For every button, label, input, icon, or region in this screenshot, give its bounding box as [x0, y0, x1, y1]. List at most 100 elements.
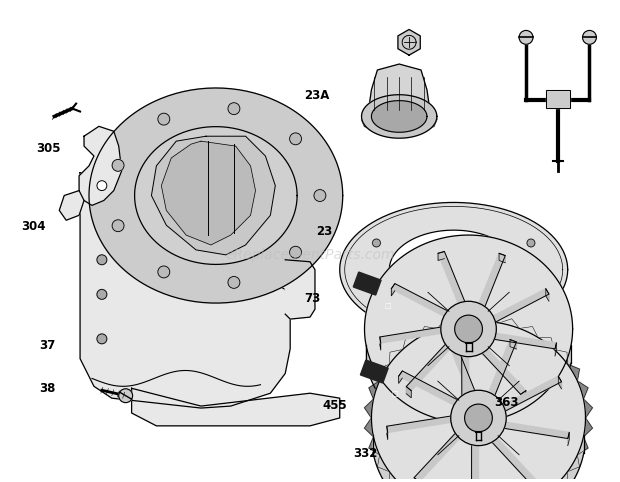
Polygon shape	[391, 283, 449, 317]
Bar	[353, 272, 381, 295]
Bar	[451, 324, 458, 331]
Bar	[446, 324, 453, 331]
Bar	[529, 299, 536, 306]
Bar	[529, 299, 536, 306]
Polygon shape	[577, 381, 588, 399]
Circle shape	[373, 239, 381, 247]
Polygon shape	[361, 64, 437, 136]
Circle shape	[112, 160, 124, 171]
Polygon shape	[406, 344, 451, 390]
Bar	[505, 313, 512, 320]
Polygon shape	[438, 252, 445, 260]
Polygon shape	[369, 437, 379, 455]
Polygon shape	[577, 437, 588, 455]
Polygon shape	[151, 136, 275, 255]
Polygon shape	[131, 388, 340, 426]
Bar	[478, 321, 485, 328]
Bar	[518, 307, 525, 314]
Polygon shape	[414, 432, 461, 482]
Bar	[438, 323, 445, 330]
Polygon shape	[493, 289, 549, 322]
Circle shape	[158, 113, 170, 125]
Circle shape	[464, 404, 492, 432]
Polygon shape	[419, 326, 438, 337]
Polygon shape	[406, 387, 411, 398]
Polygon shape	[60, 190, 84, 220]
Circle shape	[228, 277, 240, 288]
Bar	[468, 323, 475, 330]
Text: 38: 38	[40, 382, 56, 395]
Circle shape	[290, 133, 301, 145]
Bar	[478, 321, 485, 328]
Polygon shape	[398, 29, 420, 55]
Polygon shape	[521, 390, 526, 402]
Circle shape	[527, 293, 535, 300]
Polygon shape	[504, 422, 569, 439]
Bar	[465, 323, 472, 330]
Polygon shape	[554, 472, 567, 482]
Polygon shape	[502, 376, 562, 411]
Bar	[435, 323, 441, 330]
Polygon shape	[366, 345, 571, 441]
Bar	[443, 324, 450, 331]
Bar	[524, 303, 531, 310]
Circle shape	[454, 315, 482, 343]
Circle shape	[314, 189, 326, 201]
Polygon shape	[389, 230, 518, 309]
Polygon shape	[538, 337, 554, 349]
Polygon shape	[365, 235, 573, 423]
Bar	[505, 313, 512, 320]
Bar	[526, 302, 533, 308]
Bar	[541, 286, 548, 293]
Polygon shape	[365, 399, 373, 418]
Circle shape	[373, 293, 381, 300]
Text: 73: 73	[304, 292, 320, 305]
Polygon shape	[389, 472, 403, 482]
Text: 37: 37	[40, 339, 56, 352]
Bar	[515, 309, 521, 316]
Circle shape	[527, 239, 535, 247]
Bar	[456, 324, 463, 331]
Polygon shape	[567, 364, 580, 381]
Bar	[473, 322, 480, 329]
Bar	[546, 90, 570, 107]
Circle shape	[97, 181, 107, 190]
Bar	[456, 324, 463, 331]
Polygon shape	[520, 326, 538, 337]
Polygon shape	[583, 399, 593, 418]
Polygon shape	[488, 339, 516, 397]
Circle shape	[97, 334, 107, 344]
Bar	[521, 306, 528, 312]
Polygon shape	[462, 409, 469, 416]
Polygon shape	[403, 337, 419, 349]
Polygon shape	[399, 371, 402, 383]
Polygon shape	[373, 435, 584, 482]
Polygon shape	[361, 94, 437, 138]
Bar	[473, 322, 480, 329]
Polygon shape	[583, 418, 593, 437]
Polygon shape	[568, 432, 569, 446]
Polygon shape	[285, 260, 315, 319]
Text: 23A: 23A	[304, 89, 329, 102]
Circle shape	[583, 30, 596, 44]
Bar	[534, 295, 541, 302]
Bar	[477, 321, 484, 329]
Polygon shape	[472, 442, 479, 482]
Text: □: □	[391, 391, 398, 398]
Bar	[512, 310, 519, 317]
Polygon shape	[558, 376, 562, 389]
Polygon shape	[378, 364, 389, 381]
Bar	[546, 90, 570, 107]
Circle shape	[112, 220, 124, 232]
Bar	[497, 317, 504, 323]
Bar	[477, 321, 484, 329]
Circle shape	[97, 255, 107, 265]
Bar	[448, 324, 455, 331]
Bar	[435, 323, 441, 330]
Text: 305: 305	[37, 142, 61, 155]
Bar	[460, 323, 467, 331]
Bar	[538, 290, 545, 297]
Circle shape	[441, 301, 497, 357]
Bar	[486, 320, 493, 326]
Bar	[448, 324, 455, 331]
